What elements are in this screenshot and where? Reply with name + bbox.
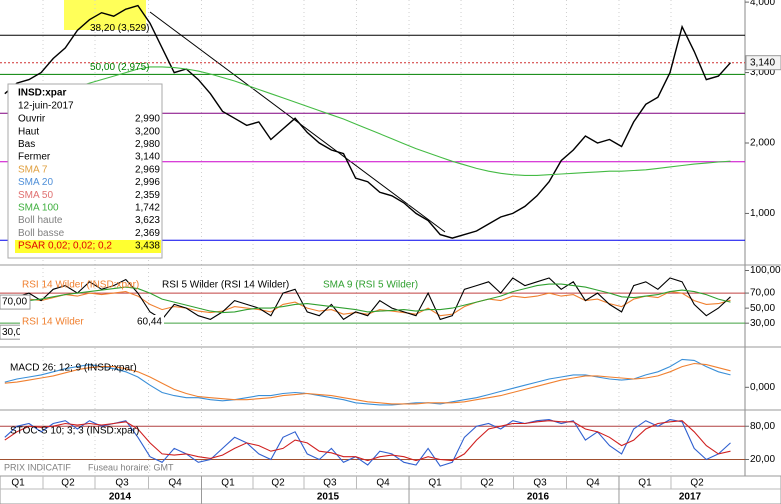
y-tick-label: 30,00 xyxy=(750,318,775,329)
tooltip-value: 2,990 xyxy=(135,114,160,125)
tooltip-value: 3,140 xyxy=(135,152,160,163)
y-tick-label: 0,000 xyxy=(750,382,775,393)
tooltip-value: 2,359 xyxy=(135,190,160,201)
value-axis-area xyxy=(745,0,781,476)
x-tick-label: Q4 xyxy=(586,478,600,489)
series-line xyxy=(4,283,731,314)
year-label: 2017 xyxy=(679,492,702,503)
x-tick-label: Q3 xyxy=(115,478,129,489)
tooltip-value: 3,438 xyxy=(135,241,160,252)
tooltip-label: Haut xyxy=(18,126,39,137)
tooltip-label: Boll haute xyxy=(18,215,63,226)
series-line xyxy=(4,4,732,239)
tooltip-label: SMA 50 xyxy=(18,190,53,201)
series-line xyxy=(4,358,731,406)
series-line xyxy=(4,277,731,321)
tooltip-value: 3,200 xyxy=(135,126,160,137)
x-tick-label: Q2 xyxy=(271,478,285,489)
y-tick-label: 4,000 xyxy=(750,0,775,8)
highlight xyxy=(64,0,146,30)
tooltip-value: 2,969 xyxy=(135,164,160,175)
series-line xyxy=(4,291,731,317)
y-tick-label: 100,00 xyxy=(750,265,781,276)
tooltip-value: 3,623 xyxy=(135,215,160,226)
x-tick-label: Q1 xyxy=(428,478,442,489)
level-flag-label: 70,00 xyxy=(2,297,27,308)
tooltip-label: SMA 100 xyxy=(18,203,59,214)
series-line xyxy=(4,362,731,405)
tooltip-highlight xyxy=(15,240,161,253)
x-tick-label: Q1 xyxy=(638,478,652,489)
year-label: 2016 xyxy=(527,492,550,503)
x-tick-label: Q4 xyxy=(376,478,390,489)
readout-box xyxy=(20,315,164,345)
x-tick-label: Q2 xyxy=(61,478,75,489)
x-tick-label: Q2 xyxy=(480,478,494,489)
x-tick-label: Q2 xyxy=(690,478,704,489)
x-tick-label: Q3 xyxy=(323,478,337,489)
y-tick-label: 70,00 xyxy=(750,288,775,299)
panel-title: MACD 26; 12; 9 (INSD:xpar) xyxy=(10,363,137,374)
tooltip-symbol: INSD:xpar xyxy=(18,88,66,99)
footer-timezone: Fuseau horaire: GMT xyxy=(88,462,174,472)
x-tick-label: Q1 xyxy=(221,478,235,489)
tooltip-value: 1,742 xyxy=(135,203,160,214)
tooltip-value: 2,980 xyxy=(135,139,160,150)
x-tick-label: Q3 xyxy=(533,478,547,489)
footer-source: PRIX INDICATIF xyxy=(4,462,71,472)
tooltip-value: 2,369 xyxy=(135,228,160,239)
tooltip-date: 12-juin-2017 xyxy=(18,101,74,112)
readout-label: RSI 14 Wilder xyxy=(22,317,84,328)
y-tick-label: 2,000 xyxy=(750,138,775,149)
y-tick-label: 80,00 xyxy=(750,421,775,432)
series-line xyxy=(4,419,731,467)
tooltip-label: Fermer xyxy=(18,152,51,163)
tooltip-label: Ouvrir xyxy=(18,114,46,125)
level-label: 50,00 (2,975) xyxy=(90,62,150,73)
level-flag-box xyxy=(0,294,31,310)
price-flag-label: 3,140 xyxy=(750,57,775,68)
tooltip-label: PSAR 0,02; 0,02; 0,2 xyxy=(18,241,112,252)
tooltip-label: SMA 20 xyxy=(18,177,53,188)
level-label: 38,20 (3,529) xyxy=(90,23,150,34)
y-tick-label: 3,000 xyxy=(750,67,775,78)
legend-entry: RSI 14 Wilder (INSD:xpar) xyxy=(22,280,139,291)
price-flag-box xyxy=(745,55,781,71)
tooltip-label: SMA 7 xyxy=(18,164,48,175)
x-axis-area xyxy=(0,475,781,504)
tooltip-value: 2,996 xyxy=(135,177,160,188)
y-tick-label: 1,000 xyxy=(750,208,775,219)
y-tick-label: 50,00 xyxy=(750,303,775,314)
level-flag-label: 30,00 xyxy=(2,327,27,338)
series-line xyxy=(65,66,731,176)
readout-value: 60,44 xyxy=(137,317,162,328)
series-line xyxy=(4,420,731,462)
x-tick-label: Q4 xyxy=(168,478,182,489)
tooltip-label: Bas xyxy=(18,139,35,150)
year-label: 2014 xyxy=(109,492,132,503)
panel-title: STOC-S 10; 3; 3 (INSD:xpar) xyxy=(10,426,139,437)
x-tick-label: Q1 xyxy=(11,478,25,489)
legend-entry: SMA 9 (RSI 5 Wilder) xyxy=(323,280,418,291)
tooltip: INSD:xpar 12-juin-2017 Ouvrir 2,990 Haut 3,20… xyxy=(7,83,163,259)
y-tick-label: 20,00 xyxy=(750,454,775,465)
legend-entry: RSI 5 Wilder (RSI 14 Wilder) xyxy=(162,280,289,291)
year-label: 2015 xyxy=(317,492,340,503)
tooltip-label: Boll basse xyxy=(18,228,65,239)
tooltip-box xyxy=(7,83,163,259)
